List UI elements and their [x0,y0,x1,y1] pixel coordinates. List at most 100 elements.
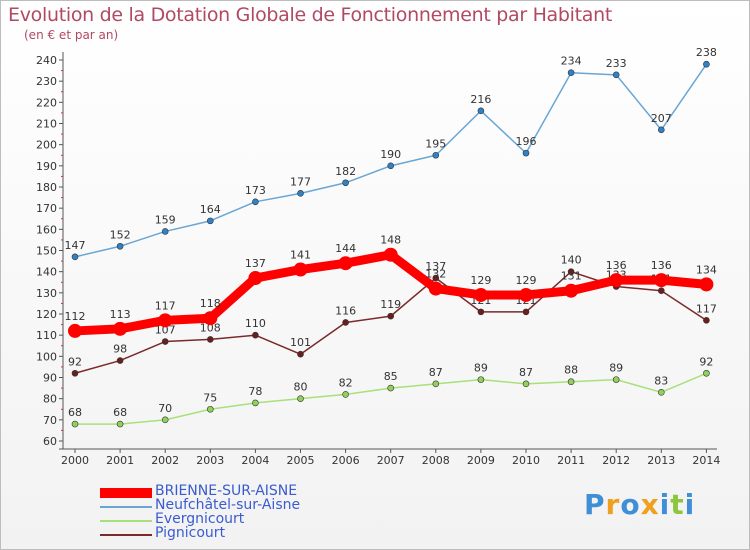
legend-label-brienne: BRIENNE-SUR-AISNE [155,483,298,499]
data-point [383,247,398,262]
x-tick-label: 2004 [241,454,269,467]
data-point [207,336,214,343]
data-point [432,274,440,282]
data-point [567,268,575,275]
data-point [161,416,169,424]
data-label: 110 [245,317,266,330]
data-point [207,405,214,413]
y-tick-label: 60 [43,435,57,448]
data-label: 68 [113,406,127,419]
data-point [654,273,669,288]
data-point [519,287,533,302]
data-label: 89 [474,362,488,375]
y-tick-label: 190 [36,160,57,173]
data-point [612,71,620,79]
x-tick-label: 2006 [332,454,360,467]
data-label: 216 [470,93,491,106]
y-tick-label: 150 [36,245,57,258]
data-label: 68 [68,406,82,419]
data-label: 92 [699,355,713,368]
data-point [473,287,488,302]
data-label: 136 [651,259,672,272]
data-point [71,369,79,377]
y-tick-label: 140 [36,266,57,279]
logo-letter: o [620,488,641,521]
data-label: 117 [696,302,717,315]
data-point [657,126,665,134]
logo-letter: i [684,488,696,521]
data-label: 137 [425,260,446,273]
data-label: 113 [110,308,131,321]
data-point [387,384,395,392]
logo-letter: x [640,488,660,521]
data-label: 80 [294,381,308,394]
x-tick-label: 2008 [422,454,450,467]
data-point [342,179,349,187]
data-point [113,321,128,336]
y-tick-label: 240 [36,54,57,67]
x-tick-label: 2010 [512,454,540,467]
data-label: 140 [561,254,582,267]
data-point [342,391,349,398]
data-point [703,317,710,324]
x-tick-label: 2013 [647,454,675,467]
data-label: 78 [248,385,262,398]
data-point [612,376,620,383]
chart-subtitle: (en € et par an) [24,28,119,42]
data-label: 87 [429,366,443,379]
data-label: 196 [516,135,537,148]
y-tick-label: 210 [36,118,57,131]
data-label: 144 [335,242,356,255]
y-tick-label: 200 [36,139,57,152]
x-tick-label: 2007 [377,454,405,467]
logo-letter: P [584,488,606,521]
data-point [71,420,79,428]
data-point [207,217,214,225]
data-point [432,380,440,388]
data-point [297,350,304,358]
data-label: 207 [651,112,672,125]
data-point [248,271,263,286]
data-point [297,190,304,197]
data-point [252,331,259,339]
data-label: 70 [158,402,172,415]
data-label: 83 [654,374,668,387]
data-label: 129 [516,274,537,287]
data-label: 141 [290,249,311,262]
data-point [432,151,440,159]
y-tick-label: 170 [36,202,57,215]
data-label: 129 [470,274,491,287]
data-label: 233 [606,57,627,70]
data-label: 134 [696,263,717,276]
y-tick-label: 220 [36,96,57,109]
data-label: 92 [68,355,82,368]
data-point [522,380,530,388]
data-point [477,107,485,115]
legend-label-evergnicourt: Evergnicourt [155,511,245,527]
data-label: 119 [380,298,401,311]
y-tick-label: 110 [36,329,57,342]
data-label: 108 [200,321,221,334]
data-label: 173 [245,184,266,197]
data-point [68,323,82,338]
data-label: 75 [203,391,217,404]
data-label: 131 [561,270,582,283]
data-point [699,277,714,292]
data-label: 164 [200,203,221,216]
data-label: 118 [200,297,221,310]
data-label: 132 [425,268,446,281]
x-tick-label: 2002 [151,454,179,467]
logo-letter: r [605,488,621,521]
data-point [567,378,575,386]
data-point [522,308,530,316]
data-label: 98 [113,343,127,356]
data-point [567,69,575,76]
data-point [116,420,124,428]
x-tick-label: 2009 [467,454,495,467]
x-tick-label: 2014 [692,454,720,467]
y-tick-label: 100 [36,350,57,363]
data-point [428,281,443,296]
data-point [158,313,173,328]
y-tick-label: 120 [36,308,57,321]
data-point [657,287,665,295]
